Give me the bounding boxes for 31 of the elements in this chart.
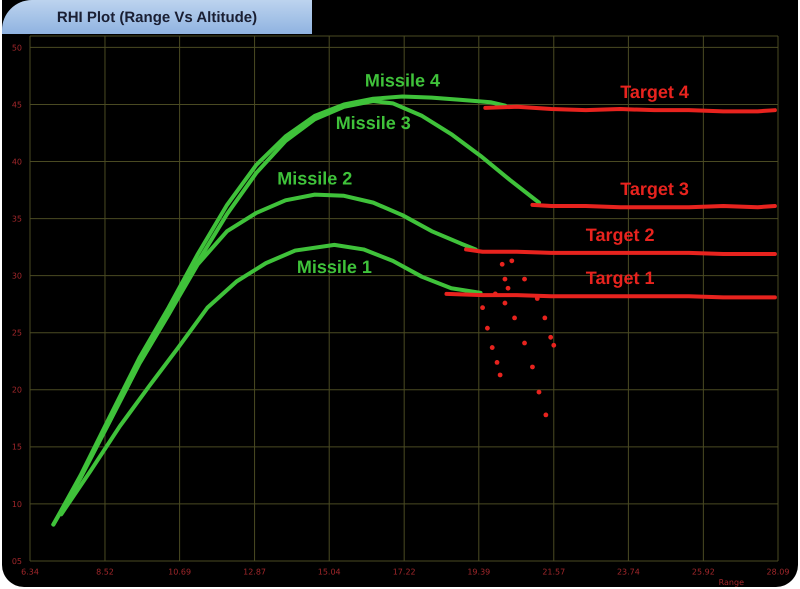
x-tick-label: 23.74 (616, 568, 640, 577)
x-tick-label: 28.09 (766, 568, 790, 577)
y-tick-label: 30 (12, 272, 22, 281)
series-label: Target 3 (620, 179, 689, 200)
series-label: Target 2 (586, 224, 654, 245)
y-tick-label: 10 (12, 500, 22, 509)
chart-title: RHI Plot (Range Vs Altitude) (2, 0, 312, 34)
x-tick-label: 19.39 (467, 568, 490, 577)
series-label: Missile 2 (277, 168, 352, 189)
series-label: Target 1 (586, 268, 654, 288)
series-label: Missile 4 (364, 70, 440, 90)
series-label: Missile 3 (336, 113, 411, 134)
x-tick-label: 8.52 (96, 568, 114, 577)
y-tick-label: 05 (12, 556, 22, 566)
x-axis-title: Range (718, 578, 744, 587)
y-tick-label: 20 (12, 386, 22, 395)
x-tick-label: 25.92 (692, 568, 715, 577)
x-tick-label: 12.87 (243, 568, 266, 577)
y-tick-label: 15 (12, 442, 22, 452)
x-tick-label: 15.04 (318, 568, 341, 577)
series-label: Missile 1 (296, 256, 372, 277)
x-tick-label: 17.22 (392, 568, 416, 577)
y-tick-label: 45 (12, 100, 22, 110)
x-tick-label: 6.34 (21, 568, 39, 577)
y-tick-label: 25 (12, 328, 22, 338)
series-label: Target 4 (620, 82, 689, 102)
y-tick-label: 40 (12, 157, 22, 166)
y-tick-label: 50 (12, 43, 22, 52)
y-tick-label: 35 (12, 214, 22, 224)
x-tick-label: 10.69 (168, 568, 192, 577)
x-tick-label: 21.57 (542, 568, 566, 577)
